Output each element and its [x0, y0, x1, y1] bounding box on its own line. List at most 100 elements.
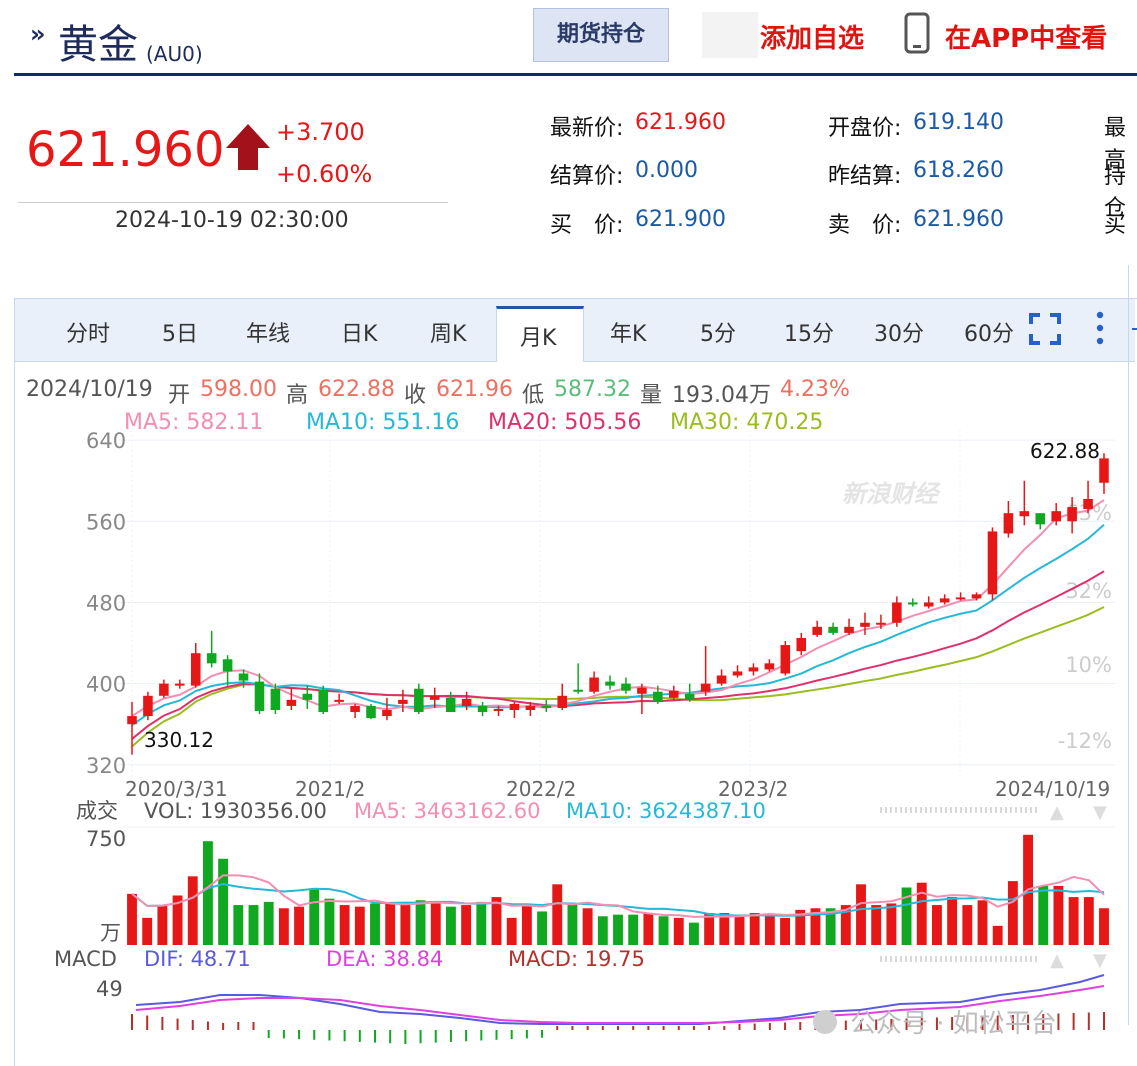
tab-0[interactable]: 分时 [66, 322, 111, 347]
volume-bar [521, 905, 532, 945]
candle-body [700, 683, 711, 692]
candle-body [382, 710, 392, 717]
candle-body [493, 708, 504, 711]
candle-body [637, 687, 647, 694]
tab-2[interactable]: 年线 [246, 322, 291, 347]
quote-field-value: 619.140 [913, 110, 1004, 135]
candle-body [716, 675, 727, 684]
candle-body [461, 698, 472, 706]
volume-bar [400, 903, 411, 945]
x-tick-label: 2022/2 [506, 777, 576, 801]
candle-body [557, 695, 568, 708]
volume-bar [673, 917, 684, 945]
candle-body [955, 597, 966, 600]
fullscreen-icon[interactable] [1028, 312, 1062, 346]
x-tick-label: 2023/2 [718, 777, 788, 801]
volume-bar [704, 913, 715, 945]
candle-body [605, 681, 615, 686]
tab-10[interactable]: 60分 [964, 322, 1014, 347]
tab-4[interactable]: 周K [430, 322, 467, 347]
open-in-app-link[interactable]: 在APP中查看 [945, 24, 1108, 54]
candle-body [844, 626, 854, 633]
volume-bar [430, 901, 441, 945]
volume-bar [354, 906, 365, 945]
down-triangle-icon: ▼ [1093, 802, 1107, 823]
quote-field-label: 持仓 [1104, 164, 1127, 221]
down-triangle-icon: ▼ [1093, 950, 1107, 971]
ma20-legend: MA20: 505.56 [488, 410, 642, 435]
volume-bar [263, 901, 274, 945]
tab-9[interactable]: 30分 [874, 322, 924, 347]
volume-bar [992, 925, 1003, 945]
volume-bar [901, 887, 912, 945]
quote-field-label: 买 [1104, 213, 1127, 238]
up-triangle-icon: ▲ [1050, 802, 1064, 823]
candle-body [987, 531, 998, 595]
phone-icon[interactable] [904, 12, 930, 54]
candle-body [764, 663, 775, 670]
candle-body [1035, 513, 1046, 525]
volume-bar [1053, 885, 1064, 945]
low-label: 低 [522, 383, 545, 408]
more-options-icon[interactable] [1090, 310, 1110, 346]
y-tick-label: 640 [86, 429, 126, 453]
ma5-line [131, 499, 1105, 717]
candle-body [190, 653, 201, 686]
macd-title: MACD [54, 947, 117, 971]
price-change: +3.700 [276, 118, 365, 146]
quote-field-value: 621.900 [635, 207, 726, 232]
candle-body [876, 622, 886, 625]
candle-body [525, 705, 536, 710]
volume-bar [187, 876, 198, 945]
up-arrow-icon [226, 124, 270, 170]
candle-body [573, 689, 583, 692]
candle-body [541, 705, 552, 708]
tab-1[interactable]: 5日 [162, 322, 198, 347]
volume-bar [309, 889, 320, 945]
candle-body [445, 697, 456, 713]
dif-text: DIF: 48.71 [144, 947, 251, 971]
y-tick-label: 560 [86, 510, 126, 534]
high-value: 622.88 [318, 377, 395, 402]
volume-bar [324, 898, 335, 945]
tab-5[interactable]: 月K [520, 326, 557, 351]
volume-title: 成交 [76, 799, 118, 823]
candle-body [477, 705, 488, 713]
quote-field-value: 621.960 [913, 207, 1004, 232]
wechat-icon [813, 1010, 837, 1034]
volume-bar [370, 903, 380, 945]
close-label: 收 [404, 383, 427, 408]
min-price-label: 330.12 [144, 728, 214, 752]
volume-bar [840, 905, 851, 945]
vol-ma10-line [131, 883, 1105, 917]
tab-8[interactable]: 15分 [784, 322, 834, 347]
add-favorite-link[interactable]: 添加自选 [760, 24, 865, 54]
candle-body [780, 645, 791, 674]
candle-body [812, 626, 822, 635]
x-tick-label: 2024/10/19 [995, 777, 1110, 801]
macd-top-tick: 49 [96, 977, 123, 1001]
volume-bar [582, 908, 593, 945]
candle-body [127, 716, 137, 725]
y-tick-label: 480 [86, 591, 126, 615]
tab-6[interactable]: 年K [610, 322, 647, 347]
vol-top-tick: 750 [86, 827, 126, 851]
volume-bar [749, 913, 760, 945]
high-label: 高 [286, 383, 309, 408]
tab-3[interactable]: 日K [341, 322, 378, 347]
chart-panel [14, 298, 1137, 1066]
volume-bar [294, 906, 304, 945]
futures-position-button[interactable]: 期货持仓 [533, 8, 669, 62]
tab-7[interactable]: 5分 [700, 322, 736, 347]
ma5-legend: MA5: 582.11 [124, 410, 264, 435]
volume-bar [142, 917, 153, 945]
y-tick-label: 400 [86, 673, 126, 697]
volume-bar [643, 913, 654, 945]
candle-body [732, 671, 743, 676]
volume-bar [172, 895, 183, 945]
candle-body [860, 622, 870, 627]
macd-text: MACD: 19.75 [508, 947, 645, 971]
quote-field-value: 0.000 [635, 158, 698, 183]
candle-body [509, 703, 520, 710]
